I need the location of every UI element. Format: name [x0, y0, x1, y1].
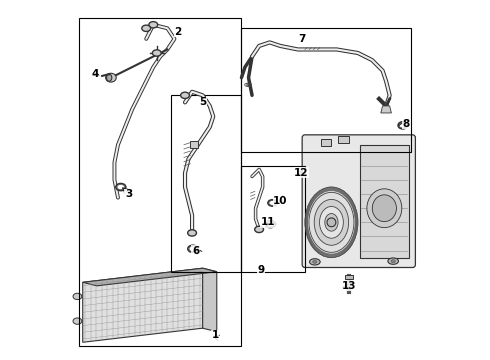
- Bar: [360, 145, 409, 258]
- Ellipse shape: [106, 73, 116, 82]
- Ellipse shape: [319, 207, 343, 238]
- Ellipse shape: [188, 245, 198, 252]
- Ellipse shape: [398, 122, 407, 129]
- Ellipse shape: [188, 230, 196, 236]
- Ellipse shape: [255, 226, 264, 233]
- Ellipse shape: [309, 192, 354, 252]
- Bar: [79, 18, 242, 346]
- Ellipse shape: [313, 260, 317, 263]
- Ellipse shape: [325, 213, 338, 231]
- Ellipse shape: [367, 189, 402, 228]
- Ellipse shape: [149, 22, 158, 28]
- FancyBboxPatch shape: [302, 135, 416, 267]
- Polygon shape: [83, 268, 217, 286]
- Text: 11: 11: [261, 217, 275, 227]
- Ellipse shape: [73, 318, 82, 324]
- Ellipse shape: [181, 92, 190, 99]
- Ellipse shape: [327, 218, 336, 227]
- Text: 4: 4: [91, 69, 99, 79]
- Ellipse shape: [116, 184, 126, 190]
- Text: 7: 7: [298, 34, 305, 44]
- Ellipse shape: [152, 50, 161, 56]
- Text: 8: 8: [402, 118, 410, 129]
- Bar: [242, 28, 411, 152]
- Ellipse shape: [391, 260, 395, 262]
- Bar: [190, 141, 198, 148]
- Ellipse shape: [310, 259, 320, 265]
- Text: 6: 6: [192, 246, 199, 256]
- Ellipse shape: [305, 187, 358, 258]
- Ellipse shape: [142, 25, 150, 31]
- Polygon shape: [203, 268, 217, 332]
- Ellipse shape: [106, 74, 112, 81]
- Ellipse shape: [266, 221, 275, 228]
- Ellipse shape: [268, 200, 277, 206]
- Text: 10: 10: [273, 196, 288, 206]
- Bar: [339, 136, 349, 143]
- Text: 2: 2: [174, 27, 182, 37]
- Bar: [171, 95, 242, 272]
- Text: 5: 5: [199, 98, 206, 107]
- Text: 9: 9: [257, 265, 265, 275]
- Text: 13: 13: [342, 281, 356, 291]
- Text: 3: 3: [125, 189, 132, 199]
- Ellipse shape: [314, 199, 348, 245]
- Polygon shape: [83, 268, 203, 342]
- Bar: [345, 275, 353, 279]
- Polygon shape: [381, 106, 392, 113]
- Ellipse shape: [372, 195, 396, 222]
- Text: 1: 1: [211, 330, 219, 340]
- Ellipse shape: [73, 293, 82, 300]
- Text: 12: 12: [294, 168, 309, 178]
- Bar: [242, 166, 305, 272]
- Ellipse shape: [388, 258, 398, 264]
- Bar: [321, 139, 331, 147]
